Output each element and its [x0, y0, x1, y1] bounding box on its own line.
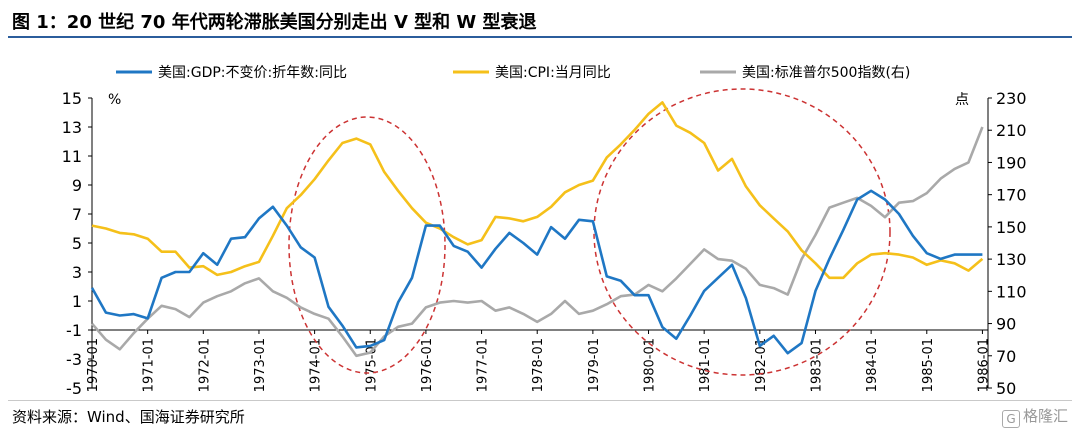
x-tick-label: 1972-01: [197, 338, 212, 392]
x-tick-label: 1981-01: [698, 338, 713, 392]
right-axis-unit: 点: [955, 92, 969, 108]
left-tick-label: 1: [72, 292, 82, 311]
left-tick-label: 3: [72, 263, 82, 282]
right-tick-label: 110: [996, 282, 1027, 301]
x-tick-label: 1980-01: [643, 338, 658, 392]
series-line-2: [91, 126, 984, 358]
left-tick-label: -1: [66, 321, 82, 340]
x-tick-label: 1977-01: [476, 338, 491, 392]
right-tick-label: 70: [996, 347, 1016, 366]
right-tick-label: 170: [996, 186, 1027, 205]
right-tick-label: 230: [996, 89, 1027, 108]
left-axis-unit: %: [108, 92, 121, 108]
left-tick-label: 7: [72, 205, 82, 224]
legend-label-0: 美国:GDP:不变价:折年数:同比: [158, 65, 347, 81]
footer-divider: [8, 400, 1072, 401]
watermark: G 格隆汇: [1001, 405, 1068, 428]
right-tick-label: 150: [996, 218, 1027, 237]
right-tick-label: 210: [996, 121, 1027, 140]
title-underline: [8, 36, 1072, 38]
x-tick-label: 1986-01: [976, 338, 991, 392]
right-tick-label: 90: [996, 315, 1016, 334]
series-line-1: [91, 101, 984, 280]
right-tick-label: 190: [996, 153, 1027, 172]
gelonghui-logo-icon: G: [1001, 410, 1020, 428]
left-tick-label: -5: [66, 379, 82, 398]
v-recession-highlight-ellipse: [288, 116, 446, 374]
left-tick-label: 13: [62, 118, 82, 137]
legend: 美国:GDP:不变价:折年数:同比 美国:CPI:当月同比 美国:标准普尔500指数…: [116, 65, 910, 81]
x-tick-label: 1978-01: [531, 338, 546, 392]
x-tick-label: 1984-01: [865, 338, 880, 392]
x-tick-label: 1974-01: [309, 338, 324, 392]
watermark-text: 格隆汇: [1022, 407, 1068, 425]
axes: -5-3-11357911131550709011013015017019021…: [62, 89, 1027, 398]
left-tick-label: 5: [72, 234, 82, 253]
x-tick-label: 1983-01: [809, 338, 824, 392]
right-tick-label: 50: [996, 379, 1016, 398]
series-layer: [90, 101, 984, 358]
left-tick-label: 15: [62, 89, 82, 108]
legend-label-2: 美国:标准普尔500指数(右): [742, 65, 910, 81]
left-tick-label: 11: [62, 147, 82, 166]
x-tick-label: 1975-01: [364, 338, 379, 392]
chart: 美国:GDP:不变价:折年数:同比 美国:CPI:当月同比 美国:标准普尔500指数…: [62, 65, 1027, 398]
left-tick-label: 9: [72, 176, 82, 195]
x-tick-label: 1985-01: [921, 338, 936, 392]
w-recession-highlight-ellipse: [593, 88, 891, 376]
x-tick-label: 1970-01: [86, 338, 101, 392]
annotation-ellipses: [288, 88, 891, 376]
x-tick-label: 1971-01: [142, 338, 157, 392]
series-line-0: [90, 189, 983, 355]
left-tick-label: -3: [66, 350, 82, 369]
x-tick-label: 1979-01: [587, 338, 602, 392]
legend-label-1: 美国:CPI:当月同比: [495, 65, 611, 81]
x-tick-label: 1982-01: [754, 338, 769, 392]
x-tick-label: 1973-01: [253, 338, 268, 392]
figure-title: 图 1：20 世纪 70 年代两轮滞胀美国分别走出 V 型和 W 型衰退: [12, 12, 537, 33]
source-note: 资料来源：Wind、国海证券研究所: [12, 408, 245, 426]
x-tick-label: 1976-01: [420, 338, 435, 392]
right-tick-label: 130: [996, 250, 1027, 269]
